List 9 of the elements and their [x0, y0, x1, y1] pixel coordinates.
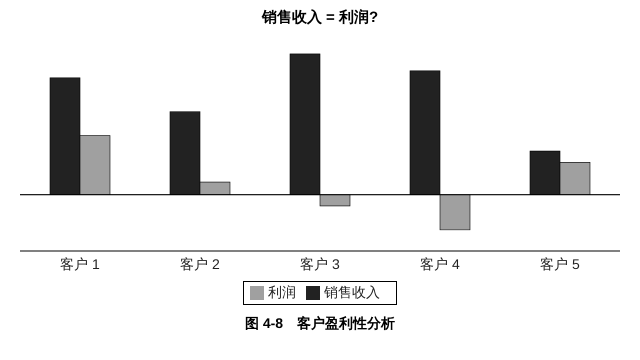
chart-title: 销售收入 = 利润? — [260, 8, 380, 27]
x-tick-label: 客户 1 — [60, 256, 100, 272]
x-tick-label: 客户 4 — [420, 256, 460, 272]
caption: 图 4-8 客户盈利性分析 — [244, 315, 396, 333]
legend-label: 销售收入 — [324, 284, 380, 300]
x-tick-label: 客户 2 — [180, 256, 220, 272]
x-tick-label: 客户 5 — [540, 256, 580, 272]
x-tick-label: 客户 3 — [300, 256, 340, 272]
legend-label: 利润 — [268, 284, 296, 300]
